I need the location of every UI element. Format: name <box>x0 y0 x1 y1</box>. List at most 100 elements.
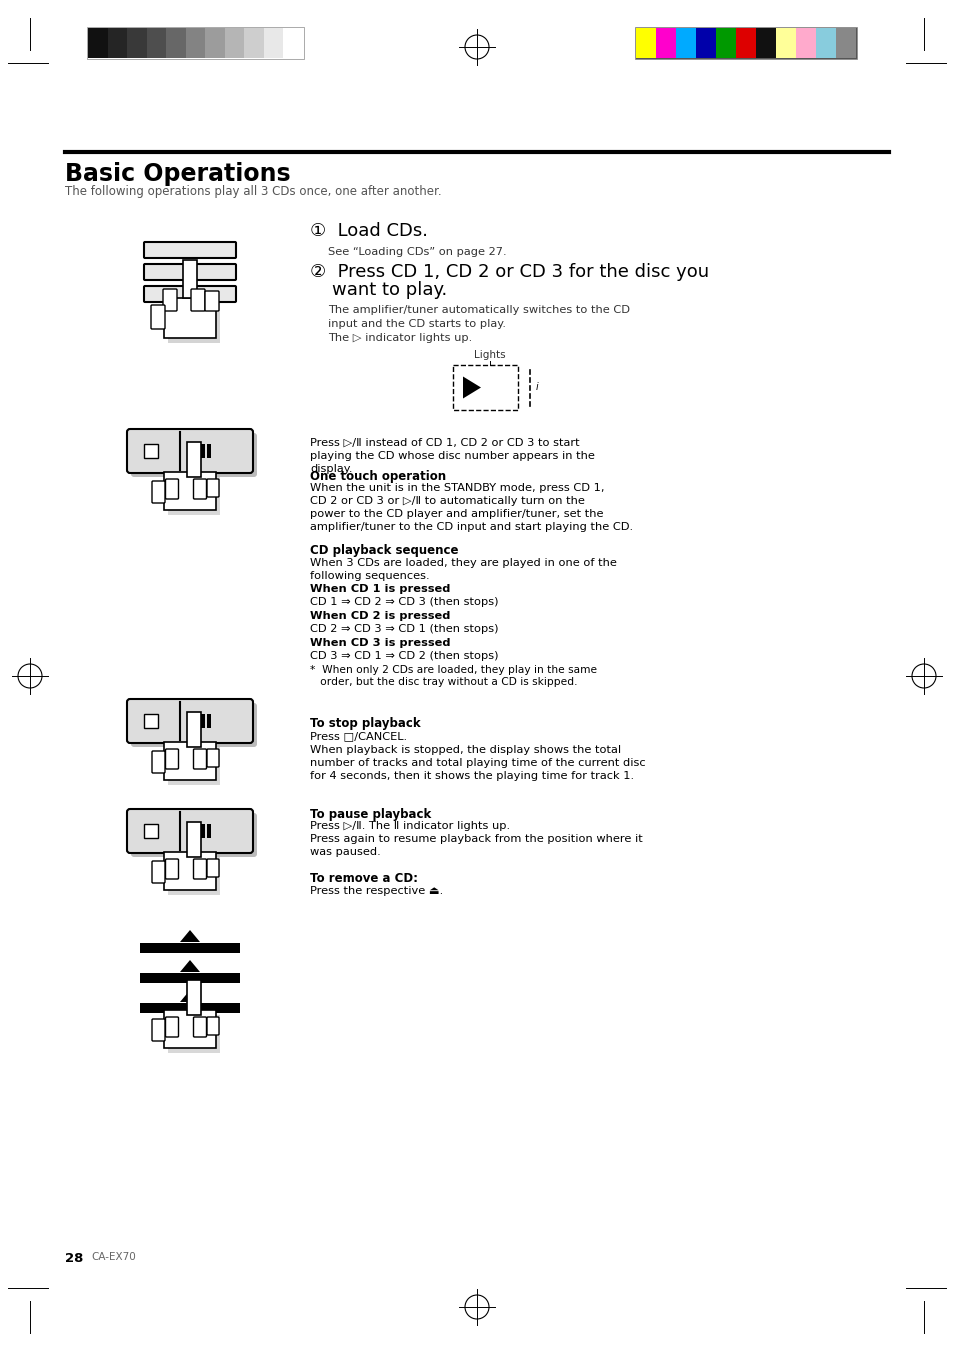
Bar <box>108 28 127 58</box>
Bar <box>795 28 815 58</box>
Bar <box>187 821 201 857</box>
FancyBboxPatch shape <box>152 1019 165 1042</box>
Text: Press ▷/Ⅱ instead of CD 1, CD 2 or CD 3 to start: Press ▷/Ⅱ instead of CD 1, CD 2 or CD 3 … <box>310 438 579 449</box>
Text: See “Loading CDs” on page 27.: See “Loading CDs” on page 27. <box>328 247 506 257</box>
Bar <box>164 852 215 890</box>
Bar <box>147 28 166 58</box>
Bar <box>183 259 196 299</box>
Bar <box>168 303 220 343</box>
Text: following sequences.: following sequences. <box>310 571 429 581</box>
Bar <box>140 1002 240 1013</box>
Bar <box>207 713 212 728</box>
FancyBboxPatch shape <box>193 748 206 769</box>
Polygon shape <box>188 824 198 838</box>
Polygon shape <box>188 444 198 458</box>
Text: To pause playback: To pause playback <box>310 808 431 821</box>
Text: i: i <box>536 382 538 393</box>
Text: number of tracks and total playing time of the current disc: number of tracks and total playing time … <box>310 758 645 767</box>
FancyBboxPatch shape <box>131 434 256 477</box>
Bar <box>201 713 205 728</box>
Text: When the unit is in the STANDBY mode, press CD 1,: When the unit is in the STANDBY mode, pr… <box>310 484 604 493</box>
Text: The amplifier/tuner automatically switches to the CD: The amplifier/tuner automatically switch… <box>328 305 629 315</box>
FancyBboxPatch shape <box>144 242 235 258</box>
Text: The ▷ indicator lights up.: The ▷ indicator lights up. <box>328 332 472 343</box>
Text: Basic Operations: Basic Operations <box>65 162 291 186</box>
Text: CD 2 ⇒ CD 3 ⇒ CD 1 (then stops): CD 2 ⇒ CD 3 ⇒ CD 1 (then stops) <box>310 624 498 634</box>
Bar <box>201 824 205 838</box>
Bar <box>144 713 158 728</box>
Bar <box>205 28 225 58</box>
Text: To stop playback: To stop playback <box>310 717 420 730</box>
FancyBboxPatch shape <box>165 1017 178 1038</box>
Text: CD playback sequence: CD playback sequence <box>310 544 458 557</box>
Bar <box>88 28 108 58</box>
Bar <box>144 824 158 838</box>
FancyBboxPatch shape <box>165 748 178 769</box>
Bar <box>144 444 158 458</box>
Bar <box>87 27 304 59</box>
Bar <box>186 28 205 58</box>
Text: One touch operation: One touch operation <box>310 470 446 484</box>
FancyBboxPatch shape <box>151 305 165 330</box>
Bar <box>164 299 215 338</box>
FancyBboxPatch shape <box>207 480 219 497</box>
Bar <box>168 747 220 785</box>
Bar <box>735 28 755 58</box>
FancyBboxPatch shape <box>207 859 219 877</box>
Bar <box>166 28 186 58</box>
FancyBboxPatch shape <box>205 290 219 311</box>
Bar <box>225 28 244 58</box>
Text: input and the CD starts to play.: input and the CD starts to play. <box>328 319 505 330</box>
Bar <box>264 28 283 58</box>
FancyBboxPatch shape <box>144 286 235 303</box>
Text: CD 3 ⇒ CD 1 ⇒ CD 2 (then stops): CD 3 ⇒ CD 1 ⇒ CD 2 (then stops) <box>310 651 498 661</box>
Bar <box>636 28 656 58</box>
FancyBboxPatch shape <box>165 859 178 880</box>
Text: was paused.: was paused. <box>310 847 380 857</box>
Bar <box>164 1011 215 1048</box>
Bar <box>168 477 220 515</box>
Bar <box>187 712 201 747</box>
Bar <box>676 28 696 58</box>
Text: When playback is stopped, the display shows the total: When playback is stopped, the display sh… <box>310 744 620 755</box>
Text: When CD 1 is pressed: When CD 1 is pressed <box>310 584 450 594</box>
Text: To remove a CD:: To remove a CD: <box>310 871 417 885</box>
Bar <box>140 943 240 952</box>
Bar <box>283 28 303 58</box>
Text: display.: display. <box>310 463 352 474</box>
Polygon shape <box>188 713 198 728</box>
Text: Press the respective ⏏.: Press the respective ⏏. <box>310 886 443 896</box>
Bar <box>656 28 676 58</box>
Text: CD 2 or CD 3 or ▷/Ⅱ to automatically turn on the: CD 2 or CD 3 or ▷/Ⅱ to automatically tur… <box>310 496 584 507</box>
FancyBboxPatch shape <box>127 698 253 743</box>
Bar <box>168 857 220 894</box>
Bar <box>187 979 201 1015</box>
Polygon shape <box>180 929 200 942</box>
Text: 28: 28 <box>65 1252 83 1265</box>
Text: power to the CD player and amplifier/tuner, set the: power to the CD player and amplifier/tun… <box>310 509 603 519</box>
Polygon shape <box>180 990 200 1002</box>
FancyBboxPatch shape <box>163 289 177 311</box>
Bar <box>835 28 855 58</box>
Text: Press □/CANCEL.: Press □/CANCEL. <box>310 731 407 740</box>
Polygon shape <box>180 961 200 971</box>
Text: Press again to resume playback from the position where it: Press again to resume playback from the … <box>310 834 642 844</box>
Text: playing the CD whose disc number appears in the: playing the CD whose disc number appears… <box>310 451 595 461</box>
Text: The following operations play all 3 CDs once, one after another.: The following operations play all 3 CDs … <box>65 185 441 199</box>
Text: for 4 seconds, then it shows the playing time for track 1.: for 4 seconds, then it shows the playing… <box>310 771 634 781</box>
Text: When CD 3 is pressed: When CD 3 is pressed <box>310 638 450 648</box>
Bar <box>168 1015 220 1052</box>
Text: ①  Load CDs.: ① Load CDs. <box>310 222 428 240</box>
FancyBboxPatch shape <box>193 859 206 880</box>
FancyBboxPatch shape <box>127 809 253 852</box>
Bar <box>453 365 517 409</box>
FancyBboxPatch shape <box>152 481 165 503</box>
Text: ②  Press CD 1, CD 2 or CD 3 for the disc you: ② Press CD 1, CD 2 or CD 3 for the disc … <box>310 263 708 281</box>
Text: order, but the disc tray without a CD is skipped.: order, but the disc tray without a CD is… <box>310 677 577 688</box>
FancyBboxPatch shape <box>131 813 256 857</box>
Bar <box>164 742 215 780</box>
FancyBboxPatch shape <box>144 263 235 280</box>
Bar <box>140 973 240 984</box>
FancyBboxPatch shape <box>207 748 219 767</box>
Text: amplifier/tuner to the CD input and start playing the CD.: amplifier/tuner to the CD input and star… <box>310 521 633 532</box>
